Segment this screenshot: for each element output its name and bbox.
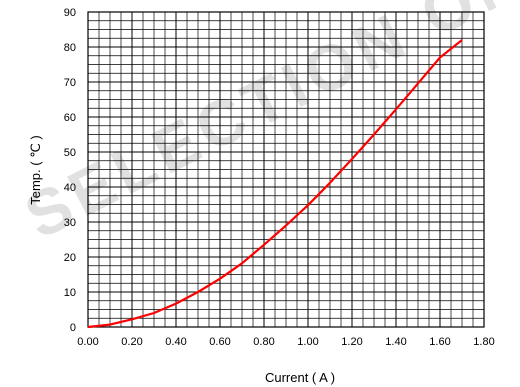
- y-axis-label: Temp. ( ℃ ): [28, 135, 43, 205]
- y-tick-label: 0: [70, 322, 76, 334]
- x-tick-label: 0.40: [165, 336, 186, 348]
- grid-major: [88, 12, 484, 327]
- x-axis-ticks: 0.00 0.20 0.40 0.60 0.80 1.00 1.20 1.40 1.60 1.80: [77, 336, 494, 348]
- plot-frame: [87, 11, 485, 328]
- x-tick-label: 1.20: [341, 336, 362, 348]
- x-tick-label: 0.00: [77, 336, 98, 348]
- y-tick-label: 20: [64, 252, 76, 264]
- x-tick-label: 0.80: [253, 336, 274, 348]
- x-tick-label: 0.60: [209, 336, 230, 348]
- x-tick-label: 1.40: [385, 336, 406, 348]
- x-tick-label: 1.00: [297, 336, 318, 348]
- y-tick-label: 60: [64, 112, 76, 124]
- temperature-curve: [87, 39, 463, 329]
- series-layer: [87, 39, 463, 329]
- y-tick-label: 70: [64, 77, 76, 89]
- watermark-text: SELECTION ON: [14, 0, 520, 252]
- y-tick-label: 40: [64, 182, 76, 194]
- grid-minor: [88, 12, 484, 327]
- x-tick-label: 1.60: [429, 336, 450, 348]
- x-tick-label: 1.80: [473, 336, 494, 348]
- y-tick-label: 80: [64, 42, 76, 54]
- y-axis-ticks: 0 10 20 30 40 50 60 70 80 90: [64, 7, 76, 334]
- x-axis-label: Current ( A ): [265, 370, 335, 385]
- y-tick-label: 10: [64, 287, 76, 299]
- y-tick-label: 30: [64, 217, 76, 229]
- y-tick-label: 50: [64, 147, 76, 159]
- y-tick-label: 90: [64, 7, 76, 19]
- x-tick-label: 0.20: [121, 336, 142, 348]
